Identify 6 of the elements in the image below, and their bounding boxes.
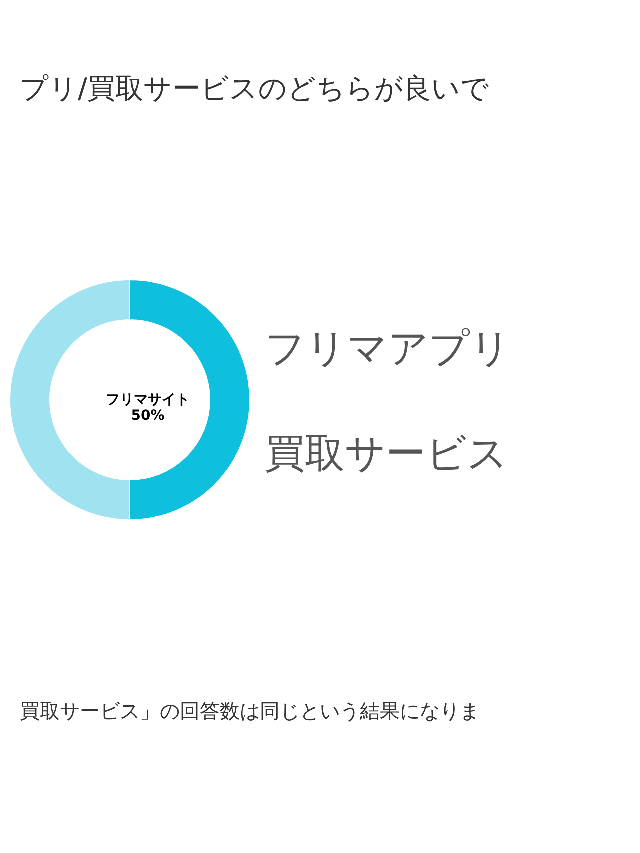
chart-title: プリ/買取サービスのどちらが良いで: [20, 72, 490, 105]
text: 買取サービス」の回答数は同じという結果になりま: [20, 699, 480, 723]
text: フリマアプリ: [265, 326, 511, 372]
text: 買取サービス: [265, 431, 508, 477]
slice-label: フリマサイト: [106, 392, 190, 408]
data-label: 50%: [131, 408, 165, 424]
